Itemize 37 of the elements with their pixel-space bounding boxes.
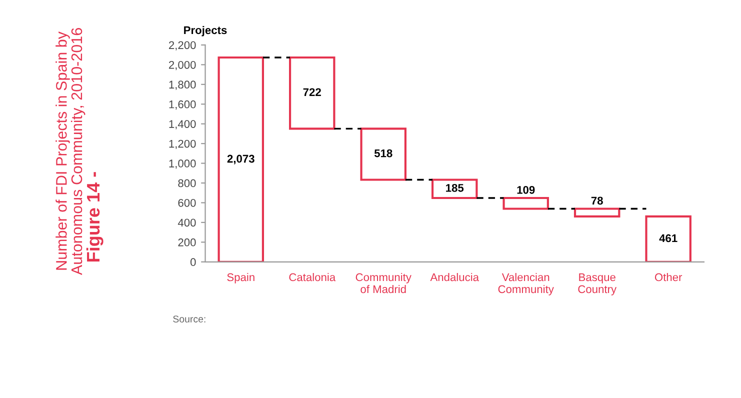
y-tick-label: 800: [178, 179, 196, 188]
data-label: 185: [446, 184, 464, 192]
bar: [574, 208, 620, 218]
bar: [288, 56, 336, 130]
bar: [218, 56, 264, 262]
y-tick-label: 400: [178, 218, 196, 227]
y-tick-label: 1,000: [169, 160, 196, 169]
y-tick-label: 2,200: [168, 41, 196, 50]
y-tick-label: 0: [190, 258, 196, 266]
x-tick-label: Valencian Community: [498, 272, 554, 296]
data-label: 722: [303, 88, 321, 96]
x-tick-label: Spain: [227, 272, 254, 284]
y-tick-label: 600: [178, 198, 196, 207]
text: Number of FDI Projects in Spain by Autonomous Community, 2010-2016: [56, 28, 86, 276]
data-label: 518: [374, 149, 392, 158]
y-axis-title: Projects: [184, 26, 227, 36]
x-tick-label: Community of Madrid: [356, 272, 412, 294]
bar: [502, 196, 549, 210]
x-tick-label: Basque Country: [578, 273, 617, 296]
x-tick-label: Andalucia: [430, 272, 480, 282]
source-note: Source:: [173, 316, 206, 322]
bar: [360, 128, 406, 181]
bar: [431, 178, 478, 200]
y-tick-label: 200: [178, 238, 196, 246]
y-tick-label: 1,600: [169, 100, 196, 110]
data-label: 461: [659, 234, 678, 242]
y-tick-label: 1,800: [169, 80, 196, 90]
y-tick-label: 1,400: [169, 120, 196, 130]
data-label: 78: [591, 196, 603, 205]
x-tick-label: Catalonia: [289, 272, 336, 282]
y-tick-label: 2,000: [168, 60, 196, 70]
data-label: 109: [517, 186, 535, 194]
y-tick-label: 1,200: [169, 140, 196, 150]
data-label: 2,073: [227, 154, 254, 164]
bar: [645, 215, 692, 262]
x-tick-label: Other: [654, 272, 682, 282]
text: Figure 14 -: [86, 172, 104, 262]
